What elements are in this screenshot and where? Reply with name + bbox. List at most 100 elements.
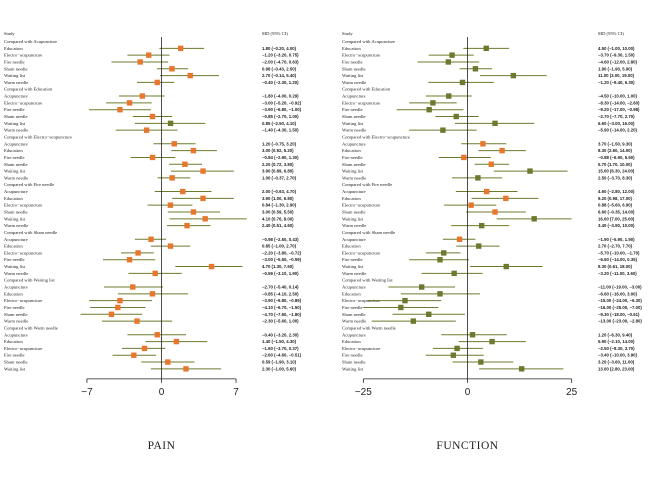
pain-effect-value: 0.84 (−1.30, 2.90)	[262, 203, 297, 208]
function-study-label: Fire needle	[342, 155, 363, 160]
function-effect-value: −2.50 (−8.30, 3.70)	[598, 346, 635, 351]
pain-forest-panel: Study MD (95% CI) Compared with Acupunctur…	[4, 31, 302, 452]
function-study-label: Acupuncture	[342, 189, 366, 194]
function-effect-value: −9.30 (−18.00, −0.61)	[598, 312, 640, 317]
pain-effect-value: 3.00 (0.92, 5.20)	[262, 148, 294, 153]
function-effect-marker	[483, 188, 490, 195]
function-study-label: Warm needle	[342, 128, 366, 133]
pain-effect-marker	[149, 113, 156, 120]
pain-effect-value: 0.98 (−0.43, 2.50)	[262, 66, 297, 71]
function-effect-value: 8.30 (2.60, 14.00)	[598, 148, 632, 153]
function-study-header: Study	[342, 31, 353, 36]
pain-study-label: Acupuncture	[4, 189, 28, 194]
function-study-label: Electro−acupuncture	[342, 100, 380, 105]
function-study-label: Warm needle	[342, 319, 366, 324]
function-effect-marker	[426, 311, 432, 317]
pain-effect-value: 1.80 (−0.20, 4.00)	[262, 46, 297, 51]
pain-effect-value: 3.00 (0.59, 5.50)	[262, 210, 294, 215]
pain-effect-value: 2.70 (−0.14, 5.40)	[262, 73, 297, 78]
pain-effect-marker	[200, 168, 206, 174]
pain-study-label: Acupuncture	[4, 141, 28, 146]
pain-effect-marker	[149, 154, 156, 161]
pain-x-tick-label: −7	[81, 387, 93, 398]
pain-group-title: Compared with Fire needle	[4, 182, 54, 187]
pain-effect-value: 2.20 (0.72, 3.80)	[262, 162, 294, 167]
pain-effect-marker	[202, 216, 208, 222]
pain-effect-marker	[200, 195, 206, 202]
function-group-title: Compared with Fire needle	[342, 182, 392, 187]
function-study-label: Waiting list	[342, 366, 364, 371]
pain-study-label: Electro−acupuncture	[4, 250, 42, 255]
pain-effect-value: 3.90 (1.00, 6.80)	[262, 196, 294, 201]
function-study-label: Education	[342, 291, 361, 296]
pain-study-label: Sham needle	[4, 66, 28, 71]
function-study-label: Education	[342, 244, 361, 249]
function-study-label: Sham needle	[342, 360, 366, 365]
function-effect-value: −11.00 (−19.00, −3.00)	[598, 285, 642, 290]
function-effect-marker	[475, 175, 481, 181]
pain-group-title: Compared with Waiting list	[4, 278, 55, 283]
pain-effect-marker	[126, 257, 133, 263]
function-effect-marker	[440, 127, 446, 133]
pain-effect-value: −4.10 (−6.70, −1.50)	[262, 305, 302, 310]
pain-effect-marker	[173, 338, 180, 345]
pain-effect-marker	[169, 66, 175, 72]
function-effect-value: −16.00 (−25.00, −7.00)	[598, 305, 642, 310]
function-effect-value: −0.88 (−6.90, 5.60)	[598, 155, 635, 160]
function-effect-value: −6.60 (−16.00, 3.00)	[598, 291, 638, 296]
pain-effect-value: −3.00 (−5.20, −0.92)	[262, 100, 302, 105]
pain-effect-marker	[182, 161, 188, 167]
function-forest-panel: Study MD (95% CI) Compared with Acupunctur…	[342, 31, 642, 452]
function-group-title: Compared with Acupuncture	[342, 39, 395, 44]
function-effect-value: 4.50 (−1.00, 10.00)	[598, 46, 635, 51]
pain-effect-value: 3.90 (0.89, 6.80)	[262, 169, 294, 174]
function-effect-marker	[398, 304, 404, 311]
function-study-label: Acupuncture	[342, 332, 366, 337]
function-effect-value: 5.90 (−2.10, 14.00)	[598, 339, 635, 344]
pain-effect-marker	[146, 52, 152, 58]
function-x-tick-label: 25	[566, 387, 578, 398]
pain-effect-marker	[131, 352, 137, 358]
function-effect-marker	[449, 52, 455, 58]
function-effect-value: 2.50 (−3.70, 8.30)	[598, 175, 633, 180]
function-effect-value: 15.00 (6.30, 24.00)	[598, 169, 635, 174]
function-effect-marker	[459, 79, 466, 86]
function-study-label: Sham needle	[342, 66, 366, 71]
function-study-label: Education	[342, 148, 361, 153]
function-x-axis-label: FUNCTION	[436, 440, 498, 452]
function-effect-value: 3.70 (−1.50, 9.30)	[598, 141, 633, 146]
function-effect-marker	[527, 168, 533, 174]
function-effect-marker	[468, 202, 474, 208]
pain-study-label: Sham needle	[4, 162, 28, 167]
function-effect-value: −1.20 (−9.40, 6.30)	[598, 80, 635, 85]
pain-study-label: Electro−acupuncture	[4, 53, 42, 58]
pain-study-label: Fire needle	[4, 155, 25, 160]
function-effect-marker	[437, 257, 443, 263]
pain-effect-value: −4.70 (−7.60, −1.80)	[262, 312, 302, 317]
pain-effect-value: −2.60 (−4.60, −0.51)	[262, 353, 302, 358]
pain-effect-value: −0.85 (−4.10, 2.50)	[262, 291, 299, 296]
function-effect-marker	[402, 297, 408, 304]
pain-study-label: Waiting list	[4, 216, 26, 221]
pain-study-label: Fire needle	[4, 59, 25, 64]
pain-study-label: Electro−acupuncture	[4, 203, 42, 208]
function-effect-marker	[469, 332, 476, 338]
pain-effect-value: −2.00 (−4.70, 0.63)	[262, 59, 299, 64]
pain-effect-value: −2.30 (−5.60, 1.00)	[262, 319, 299, 324]
function-effect-value: 6.60 (−0.35, 14.00)	[598, 210, 635, 215]
pain-study-label: Electro−acupuncture	[4, 298, 42, 303]
function-effect-value: 4.60 (−2.80, 12.00)	[598, 189, 635, 194]
function-study-label: Sham needle	[342, 162, 366, 167]
pain-effect-marker	[184, 222, 190, 229]
pain-study-label: Electro−acupuncture	[4, 346, 42, 351]
pain-study-label: Acupuncture	[4, 94, 28, 99]
pain-effect-value: −1.60 (−3.70, 0.37)	[262, 346, 299, 351]
pain-study-label: Waiting list	[4, 366, 26, 371]
pain-effect-marker	[167, 202, 174, 208]
pain-effect-marker	[139, 93, 146, 99]
pain-effect-value: 0.59 (−1.90, 3.10)	[262, 360, 297, 365]
pain-effect-marker	[117, 107, 123, 113]
pain-effect-value: −1.80 (−4.00, 0.29)	[262, 94, 299, 99]
pain-effect-marker	[167, 243, 174, 249]
